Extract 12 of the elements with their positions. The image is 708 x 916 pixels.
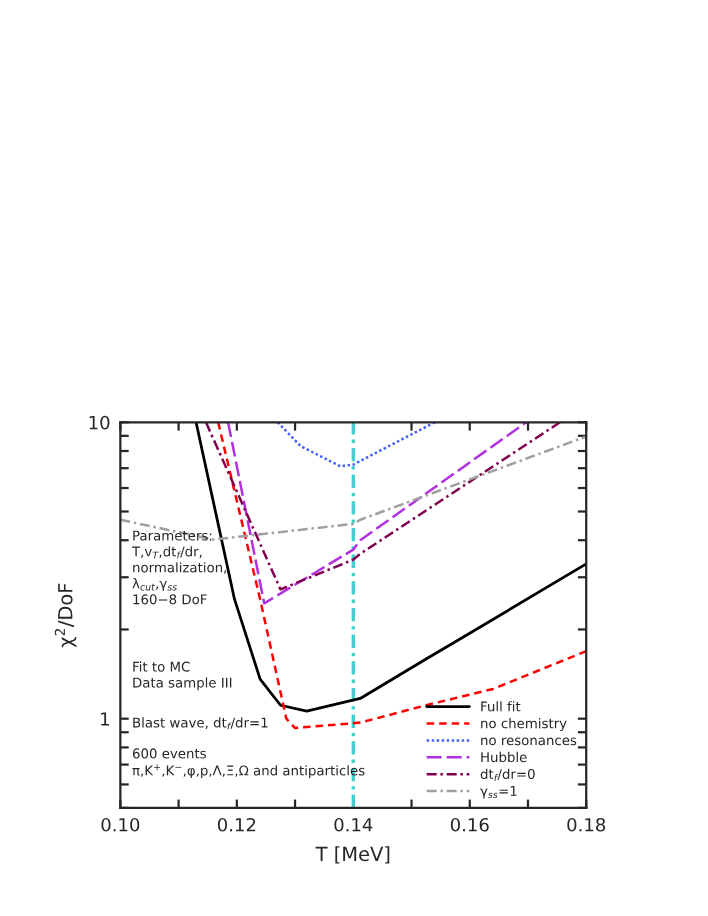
line-series [120, 435, 587, 541]
x-axis-title: T [MeV] [315, 846, 390, 864]
x-tick-label: 0.18 [567, 817, 606, 832]
y-tick-label: 1 [101, 712, 109, 726]
x-tick-label: 0.14 [334, 817, 373, 832]
line-series [226, 422, 528, 605]
x-tick-label: 0.12 [217, 817, 256, 832]
y-axis-title: χ$^{2}$/DoF [54, 583, 77, 648]
y-tick-label: 10 [89, 415, 110, 430]
x-tick-label: 0.16 [450, 817, 489, 832]
line-series [276, 422, 437, 468]
x-tick-label: 0.10 [101, 817, 140, 832]
